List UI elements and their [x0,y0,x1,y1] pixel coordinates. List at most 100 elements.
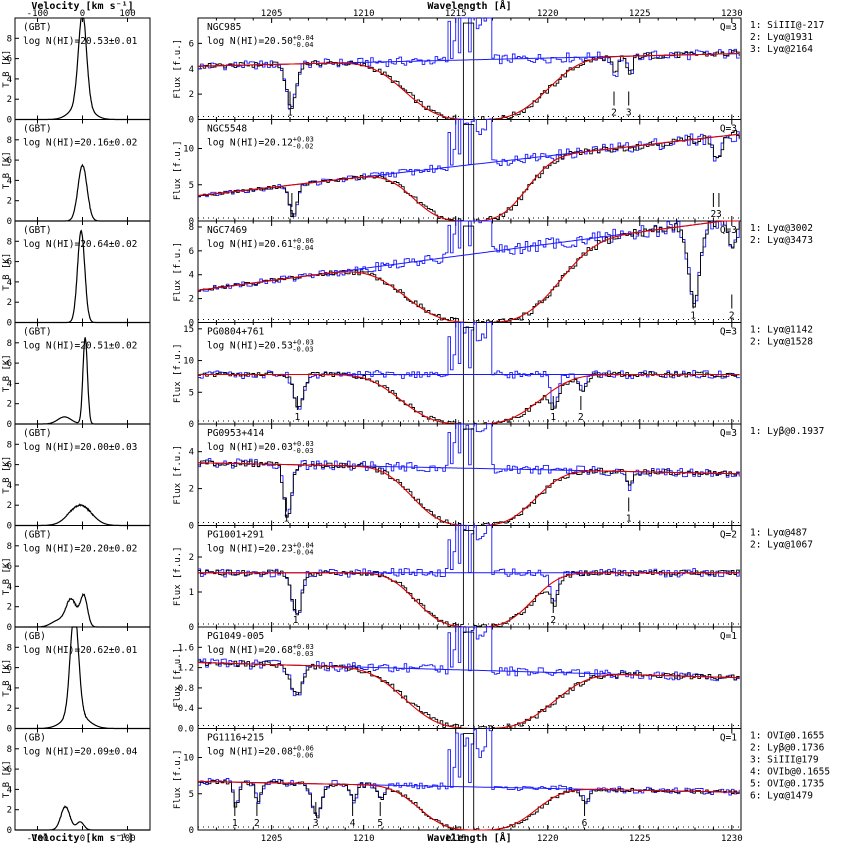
velocity-tick-label-bottom: -100 [27,834,49,843]
absorber-marker-label: 1 [295,412,301,423]
tb-y-tick-label: 6 [7,461,12,471]
tb-y-tick-label: 8 [7,34,12,44]
nhi-error-minus: -0.04 [292,41,313,49]
nhi-error-plus: +0.06 [293,745,314,753]
tb-y-tick-label: 2 [7,197,12,207]
nhi-error-plus: +0.03 [293,440,314,448]
panel-7 [14,626,742,730]
flux-spectrum-blue [198,626,740,697]
tb-y-tick-label: 2 [7,806,12,816]
flux-spectrum-blue [198,119,740,217]
panel-1 [14,17,742,121]
panel-5 [14,423,742,527]
velocity-top-axis-label: Velocity [km s⁻¹] [31,0,133,12]
tb-nhi-label: log N(HI)=20.16±0.02 [23,138,137,149]
tb-y-tick-label: 4 [7,75,12,85]
wavelength-tick-label-bottom: 1210 [353,834,375,843]
tb-y-axis-label: T_B [K] [2,557,12,595]
survey-label: (GBT) [23,124,52,135]
dla-model-line [198,373,740,425]
flux-y-tick-label: 2 [189,90,194,100]
line-identification: 1: Lyα@1142 [750,325,813,336]
nhi-error-minus: -0.03 [292,346,313,354]
nhi-error-minus: -0.04 [292,244,313,252]
absorber-marker-label: 3 [626,108,632,119]
flux-y-axis-label: Flux [f.u.] [173,648,183,708]
tb-y-tick-label: 2 [7,501,12,511]
nhi-error-plus: +0.04 [293,34,314,42]
tb-y-tick-label: 0 [7,725,12,735]
tb-y-tick-label: 6 [7,258,12,268]
velocity-bottom-axis-label: Velocity [km s⁻¹] [31,832,133,843]
tb-y-tick-label: 0 [7,522,12,532]
flux-spectrum-blue [198,728,740,817]
wavelength-tick-label-top: 1210 [353,9,375,19]
flux-nhi-label: log N(HI)=20.61+0.06 -0.04 [207,237,314,252]
tb-nhi-label: log N(HI)=20.20±0.02 [23,544,137,555]
panel-2 [14,119,742,222]
tb-y-axis-label: T_B [K] [2,50,12,88]
flux-y-tick-label: 0 [189,522,194,532]
sightline-name: PG0953+414 [207,428,264,439]
line-identification: 2: Lyα@3473 [750,235,813,246]
tb-y-axis-label: T_B [K] [2,253,12,291]
line-identification: 1: Lyβ@0.1937 [750,426,824,437]
line-identification: 1: Lyα@487 [750,528,807,539]
flux-nhi-label: log N(HI)=20.12+0.03 -0.02 [207,136,314,151]
tb-y-tick-label: 2 [7,704,12,714]
tb-profile-line [15,17,150,121]
flux-y-tick-label: 0.4 [178,704,194,714]
flux-spectrum-black [198,530,740,628]
dla-model-line [198,462,740,527]
absorber-marker-label: 2 [729,311,735,322]
sightline-name: NGC7469 [207,225,247,236]
tb-y-tick-label: 0 [7,420,12,430]
line-identification: 1: OVI@0.1655 [750,731,824,742]
tb-nhi-label: log N(HI)=20.09±0.04 [23,747,138,758]
nhi-error-minus: -0.03 [292,650,313,658]
panel-8 [14,728,742,831]
survey-label: (GBT) [23,22,52,33]
quality-flag: Q=1 [720,733,737,744]
flux-panel-frame [197,17,742,120]
tb-y-tick-label: 6 [7,765,12,775]
tb-profile-line [15,592,150,628]
wavelength-top-axis-label: Wavelength [Å] [427,0,511,12]
flux-y-tick-label: 4 [189,65,194,75]
tb-y-tick-label: 8 [7,440,12,450]
tb-y-tick-label: 6 [7,359,12,369]
absorber-marker-label: 2 [711,209,717,220]
sightline-name: NGC985 [207,22,241,33]
flux-nhi-label: log N(HI)=20.08+0.06 -0.06 [207,745,314,760]
absorber-marker-label: 4 [350,818,356,829]
sightline-name: PG1049-005 [207,631,264,642]
line-identification: 3: SiIII@179 [750,755,819,766]
absorber-marker-label: 3 [313,818,319,829]
quality-flag: Q=3 [720,22,737,33]
nhi-error-plus: +0.03 [293,339,314,347]
tb-nhi-label: log N(HI)=20.53±0.01 [23,36,138,47]
tb-y-tick-label: 0 [7,217,12,227]
flux-y-tick-label: 0.8 [178,684,194,694]
flux-y-tick-label: 0 [189,420,194,430]
flux-spectrum-blue [198,525,740,615]
tb-panel-frame [14,525,151,628]
absorber-marker-label: 1 [690,311,696,322]
flux-y-tick-label: 0 [189,826,194,836]
tb-profile-line [15,626,150,730]
flux-y-tick-label: 2 [189,553,194,563]
survey-label: (GB) [23,733,46,744]
survey-label: (GB) [23,631,46,642]
tb-panel-frame [14,423,151,526]
flux-y-tick-label: 0.0 [178,725,194,735]
flux-y-tick-label: 4 [189,448,194,458]
flux-y-axis-label: Flux [f.u.] [173,546,183,606]
tb-y-tick-label: 8 [7,643,12,653]
wavelength-tick-label-top: 1205 [261,9,283,19]
tb-y-tick-label: 6 [7,55,12,65]
flux-y-tick-label: 15 [183,325,194,335]
velocity-tick-label-top: 100 [119,9,135,19]
wavelength-tick-label-bottom: 1215 [445,834,467,843]
line-identification: 2: Lyα@1067 [750,540,813,551]
tb-y-tick-label: 8 [7,339,12,349]
